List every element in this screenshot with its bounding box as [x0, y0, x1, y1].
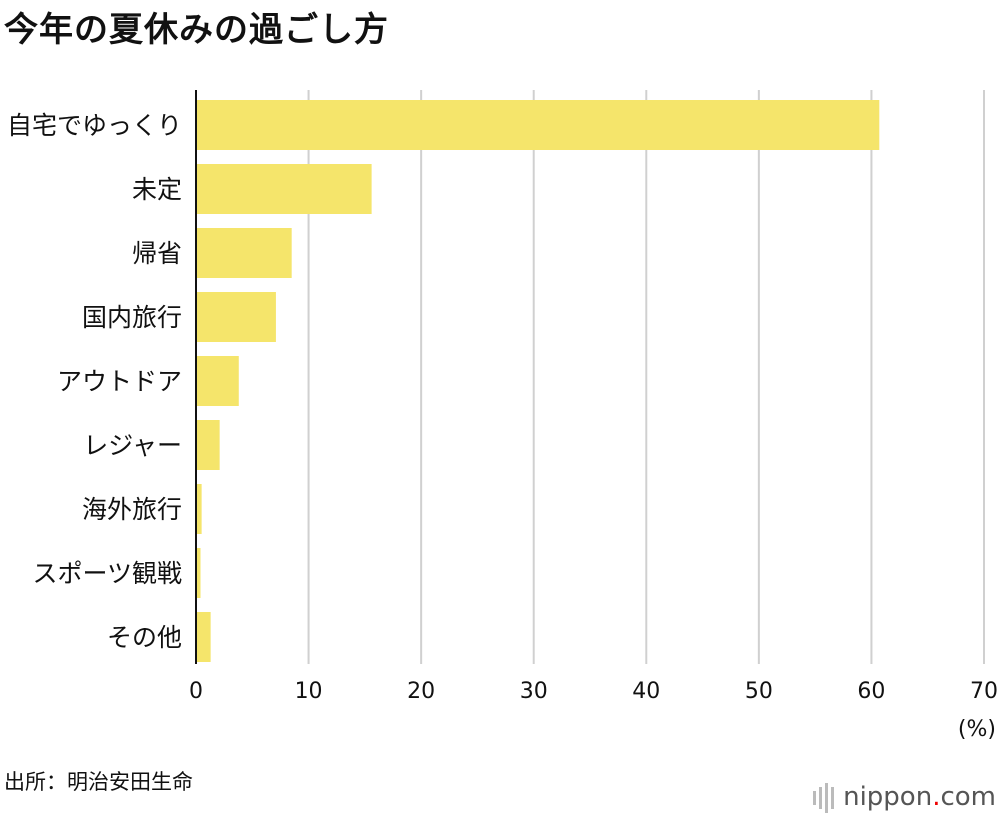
bar — [196, 164, 372, 214]
category-label: 国内旅行 — [82, 303, 182, 332]
bar — [196, 548, 201, 598]
category-label: 帰省 — [132, 239, 182, 268]
x-tick-label: 30 — [520, 679, 548, 704]
category-label: 自宅でゆっくり — [7, 111, 182, 140]
category-label: その他 — [107, 623, 182, 652]
x-tick-label: 40 — [632, 679, 660, 704]
category-label: アウトドア — [57, 367, 182, 396]
nippon-logo: nippon.com — [813, 782, 996, 813]
bar — [196, 420, 220, 470]
bar — [196, 100, 880, 150]
chart-title: 今年の夏休みの過ごし方 — [4, 10, 389, 50]
unit-label: (%) — [958, 717, 996, 742]
x-tick-label: 70 — [970, 679, 998, 704]
grid-lines — [307, 90, 985, 664]
x-tick-label: 50 — [745, 679, 773, 704]
logo-name: nippon — [843, 782, 933, 812]
x-tick-label: 0 — [189, 679, 203, 704]
x-tick-label: 20 — [407, 679, 435, 704]
x-tick-label: 10 — [295, 679, 323, 704]
x-tick-label: 60 — [857, 679, 885, 704]
logo-bars-icon — [813, 782, 837, 813]
source-note: 出所：明治安田生命 — [4, 770, 193, 794]
bar — [196, 356, 239, 406]
category-label: スポーツ観戦 — [32, 559, 182, 588]
bar — [196, 292, 276, 342]
category-label: レジャー — [83, 431, 182, 460]
category-label: 海外旅行 — [82, 495, 182, 524]
tick-labels: 0 10 20 30 40 50 60 70 — [189, 679, 998, 704]
category-label: 未定 — [132, 175, 182, 204]
bars — [196, 100, 880, 662]
bar — [196, 228, 292, 278]
bar — [196, 484, 202, 534]
logo-tld: com — [940, 782, 996, 812]
bar — [196, 612, 211, 662]
